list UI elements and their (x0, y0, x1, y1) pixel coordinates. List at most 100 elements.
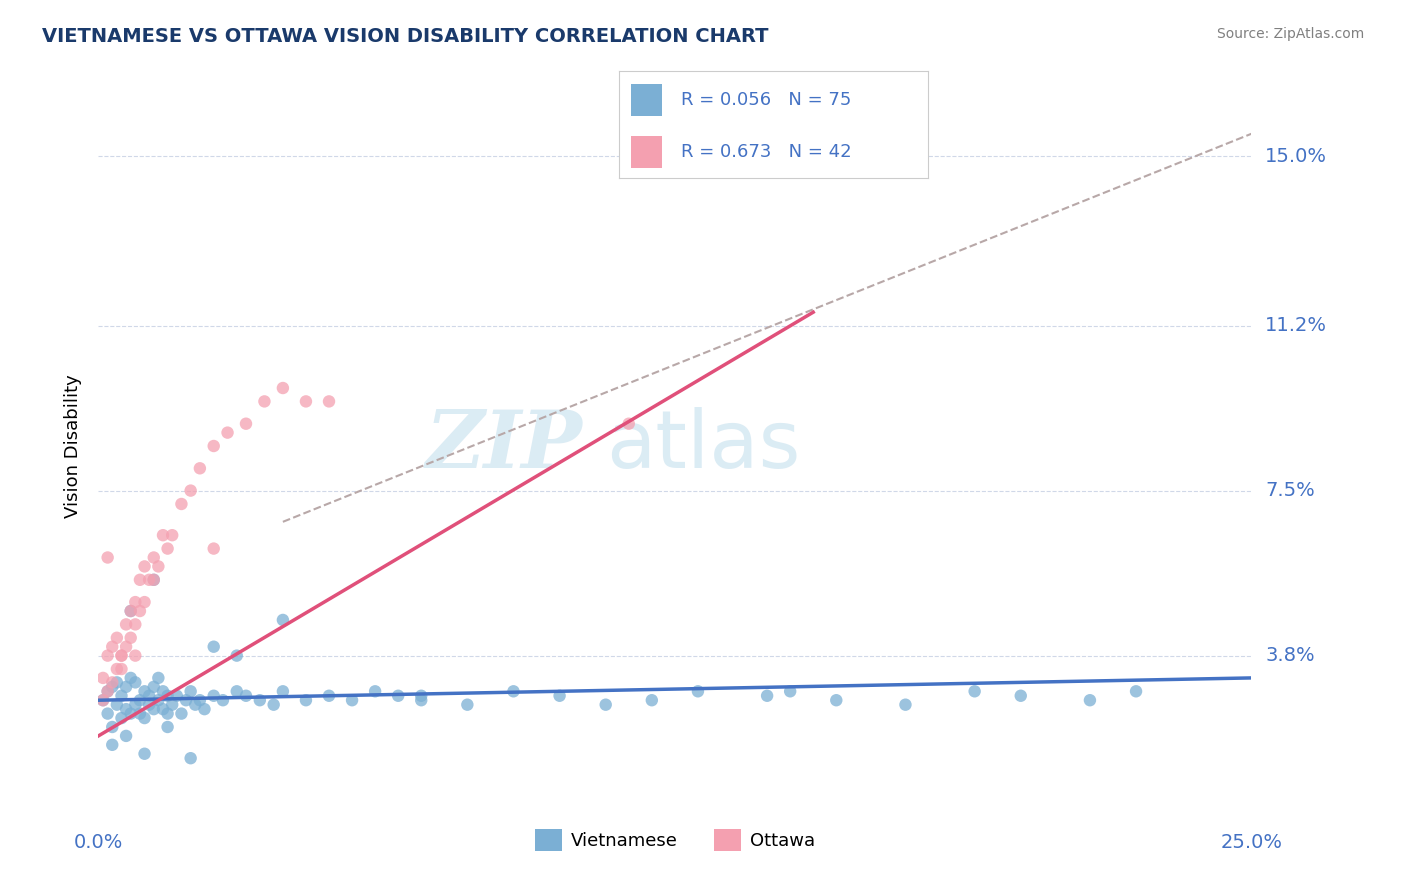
Point (318, 394, 340, 409)
Point (152, 684, 174, 698)
Point (193, 702, 215, 716)
Point (641, 693, 664, 707)
Point (120, 604, 142, 618)
Text: R = 0.056   N = 75: R = 0.056 N = 75 (681, 91, 851, 109)
Point (263, 698, 285, 712)
Point (110, 648, 132, 663)
Point (756, 689, 779, 703)
Point (97, 706, 120, 721)
Point (595, 698, 617, 712)
Point (110, 689, 132, 703)
Text: 15.0%: 15.0% (1265, 146, 1327, 166)
Point (91, 693, 114, 707)
Point (271, 381, 294, 395)
Point (235, 689, 257, 703)
Point (217, 425, 239, 440)
Point (411, 693, 433, 707)
Point (235, 417, 257, 431)
Point (124, 648, 146, 663)
Point (134, 595, 156, 609)
Point (963, 684, 986, 698)
Point (134, 747, 156, 761)
Point (156, 541, 179, 556)
Text: 0.0%: 0.0% (73, 833, 124, 853)
Point (1078, 693, 1101, 707)
Point (110, 711, 132, 725)
Point (387, 689, 409, 703)
Point (295, 693, 318, 707)
Point (129, 706, 152, 721)
Point (225, 684, 247, 698)
Point (138, 573, 160, 587)
Point (101, 640, 124, 654)
Point (202, 689, 225, 703)
Point (105, 675, 128, 690)
Text: 25.0%: 25.0% (1220, 833, 1282, 853)
Point (456, 698, 478, 712)
Point (115, 640, 138, 654)
Point (253, 394, 276, 409)
Text: ZIP: ZIP (426, 408, 582, 484)
Point (202, 640, 225, 654)
Point (105, 631, 128, 645)
Point (138, 698, 160, 712)
Point (120, 604, 142, 618)
Point (120, 671, 142, 685)
Point (548, 689, 571, 703)
Point (105, 662, 128, 676)
Point (180, 483, 202, 498)
Text: VIETNAMESE VS OTTAWA VISION DISABILITY CORRELATION CHART: VIETNAMESE VS OTTAWA VISION DISABILITY C… (42, 27, 769, 45)
Point (180, 751, 202, 765)
Point (1010, 689, 1032, 703)
Text: Source: ZipAtlas.com: Source: ZipAtlas.com (1216, 27, 1364, 41)
Point (156, 720, 179, 734)
Point (142, 573, 165, 587)
Point (166, 689, 188, 703)
Point (129, 573, 152, 587)
Point (134, 684, 156, 698)
Point (318, 689, 340, 703)
Point (101, 738, 124, 752)
Point (411, 689, 433, 703)
Point (894, 698, 917, 712)
Text: 11.2%: 11.2% (1265, 316, 1327, 335)
Point (142, 550, 165, 565)
Point (124, 675, 146, 690)
Point (212, 693, 235, 707)
Point (249, 693, 271, 707)
Point (170, 497, 193, 511)
Point (115, 680, 138, 694)
Point (138, 689, 160, 703)
Point (105, 698, 128, 712)
Point (148, 693, 170, 707)
Text: 7.5%: 7.5% (1265, 481, 1315, 500)
Point (110, 662, 132, 676)
Point (101, 720, 124, 734)
Legend: Vietnamese, Ottawa: Vietnamese, Ottawa (527, 822, 823, 858)
Point (152, 528, 174, 542)
Point (134, 711, 156, 725)
Point (184, 698, 207, 712)
Point (91, 693, 114, 707)
Point (170, 706, 193, 721)
Point (364, 684, 387, 698)
Point (1125, 684, 1147, 698)
Point (152, 702, 174, 716)
Point (271, 684, 294, 698)
Point (97, 550, 120, 565)
Point (101, 675, 124, 690)
Point (129, 693, 152, 707)
Point (502, 684, 524, 698)
Point (617, 417, 640, 431)
Point (295, 394, 318, 409)
Point (110, 648, 132, 663)
Point (156, 689, 179, 703)
Point (202, 541, 225, 556)
Point (124, 698, 146, 712)
Point (202, 439, 225, 453)
Point (174, 693, 197, 707)
Point (188, 461, 211, 475)
Point (686, 684, 709, 698)
Point (101, 680, 124, 694)
Point (115, 729, 138, 743)
